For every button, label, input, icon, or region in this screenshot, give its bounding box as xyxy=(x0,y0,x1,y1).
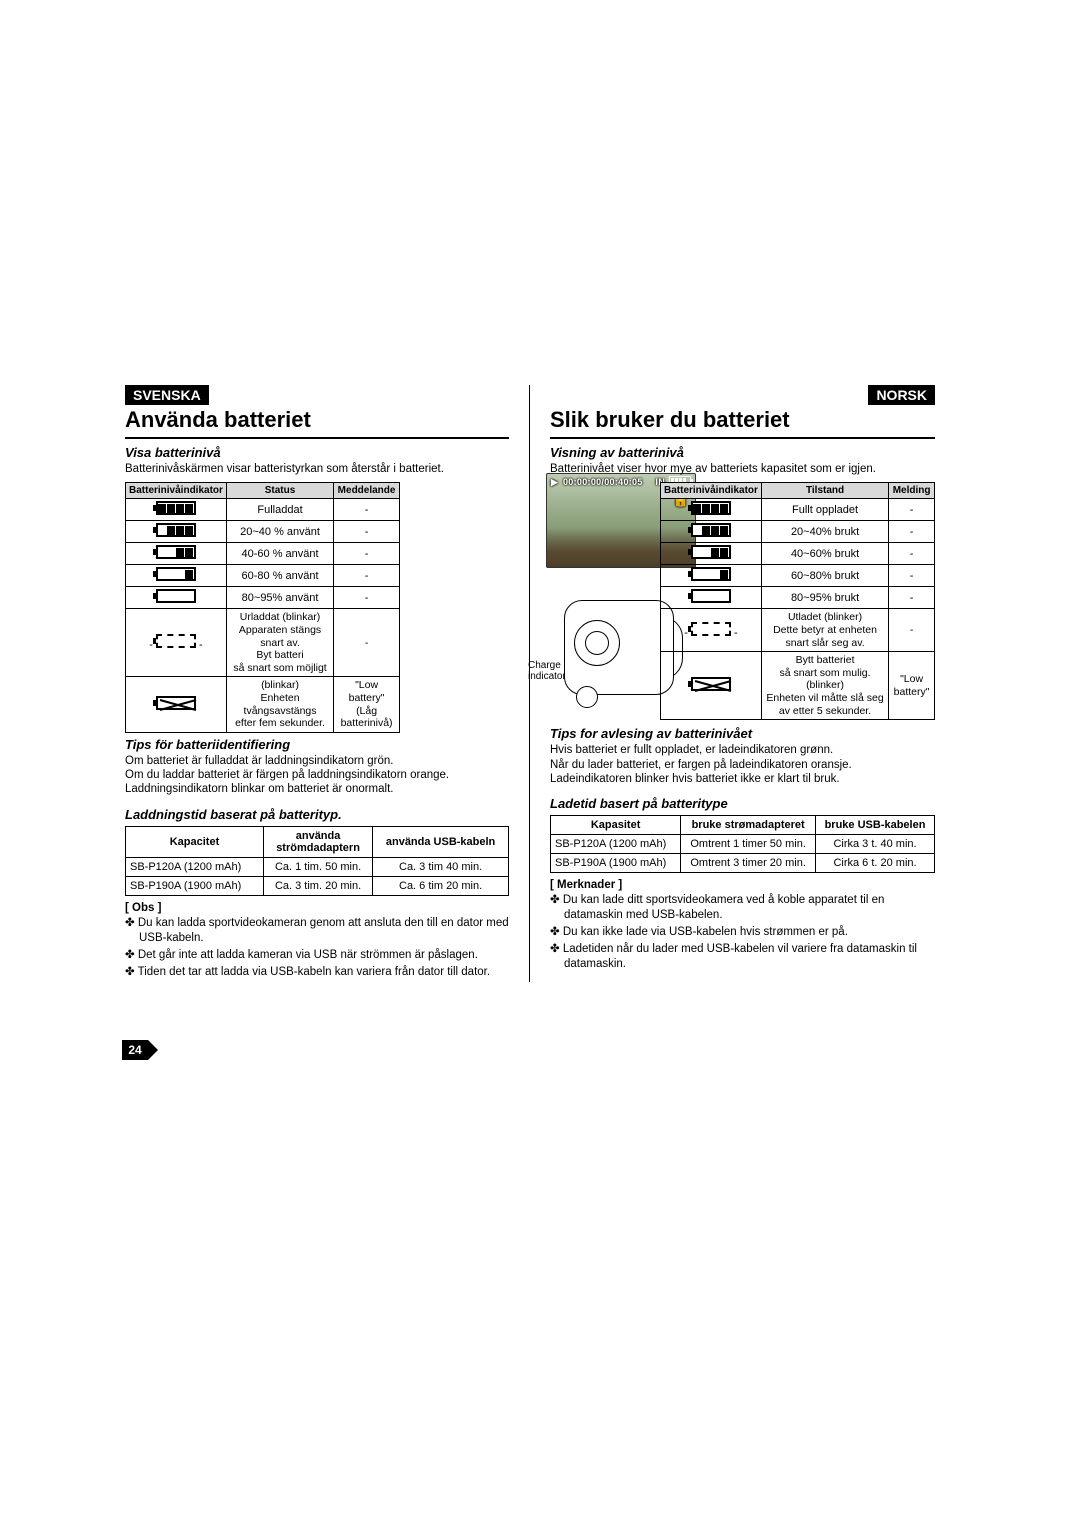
battery-icon xyxy=(126,565,227,587)
note-item: ✤ Tiden det tar att ladda via USB-kabeln… xyxy=(125,965,509,980)
battery-icon xyxy=(661,521,762,543)
th-indicator-r: Batterinivåindikator xyxy=(661,483,762,499)
status-cell: Fulladdat xyxy=(226,499,333,521)
note-item: ✤ Ladetiden når du lader med USB-kabelen… xyxy=(550,942,935,972)
msg-cell: "Low battery" (Låg batterinivå) xyxy=(334,677,400,732)
battery-icon xyxy=(661,652,762,720)
ct-cell: Ca. 1 tim. 50 min. xyxy=(263,857,372,876)
msg-cell: - xyxy=(889,587,935,609)
ct-cell: Omtrent 1 timer 50 min. xyxy=(681,835,816,854)
ct-h2-r: bruke strømadapteret xyxy=(681,816,816,835)
status-cell: Utladet (blinker) Dette betyr at enheten… xyxy=(761,609,888,652)
msg-cell: - xyxy=(889,543,935,565)
note-item: ✤ Du kan ikke lade via USB-kabelen hvis … xyxy=(550,925,935,940)
msg-cell: - xyxy=(889,609,935,652)
ct-h1-r: Kapasitet xyxy=(551,816,681,835)
battery-icon xyxy=(661,587,762,609)
page-number-badge: 24 xyxy=(122,1040,148,1060)
sec3-h-left: Laddningstid baserat på batterityp. xyxy=(125,807,509,822)
msg-cell: - xyxy=(889,565,935,587)
sec1-p-right: Batterinivået viser hvor mye av batterie… xyxy=(550,462,935,476)
ct-h3-r: bruke USB-kabelen xyxy=(816,816,935,835)
ct-cell: Cirka 3 t. 40 min. xyxy=(816,835,935,854)
battery-icon xyxy=(126,499,227,521)
left-column: SVENSKA Använda batteriet Visa batterini… xyxy=(125,385,530,982)
battery-table-right: Batterinivåindikator Tilstand Melding Fu… xyxy=(660,482,935,720)
notes-h-right: [ Merknader ] xyxy=(550,879,935,891)
title-right: Slik bruker du batteriet xyxy=(550,407,935,433)
battery-icon xyxy=(661,499,762,521)
msg-cell: - xyxy=(889,521,935,543)
charge-table-left: Kapacitet använda strömdadaptern använda… xyxy=(125,826,509,896)
battery-icon xyxy=(126,521,227,543)
ct-cell: Cirka 6 t. 20 min. xyxy=(816,854,935,873)
status-cell: 80~95% brukt xyxy=(761,587,888,609)
ct-cell: SB-P190A (1900 mAh) xyxy=(126,876,264,895)
battery-table-left: Batterinivåindikator Status Meddelande F… xyxy=(125,482,400,732)
note-item: ✤ Du kan lade ditt sportsvideokamera ved… xyxy=(550,893,935,923)
status-cell: 20~40 % använt xyxy=(226,521,333,543)
note-item: ✤ Det går inte att ladda kameran via USB… xyxy=(125,948,509,963)
status-cell: 60~80% brukt xyxy=(761,565,888,587)
status-cell: 20~40% brukt xyxy=(761,521,888,543)
status-cell: 40~60% brukt xyxy=(761,543,888,565)
ct-h3: använda USB-kabeln xyxy=(373,826,509,857)
th-msg-r: Melding xyxy=(889,483,935,499)
sec2-h-right: Tips for avlesing av batterinivået xyxy=(550,726,935,741)
msg-cell: - xyxy=(334,565,400,587)
ct-cell: Ca. 3 tim 40 min. xyxy=(373,857,509,876)
notes-right: ✤ Du kan lade ditt sportsvideokamera ved… xyxy=(550,893,935,972)
msg-cell: - xyxy=(334,521,400,543)
battery-icon xyxy=(661,565,762,587)
battery-icon xyxy=(126,677,227,732)
msg-cell: "Low battery" xyxy=(889,652,935,720)
status-cell: Urladdat (blinkar) Apparaten stängs snar… xyxy=(226,609,333,677)
note-item: ✤ Du kan ladda sportvideokameran genom a… xyxy=(125,916,509,946)
sec3-h-right: Ladetid basert på batteritype xyxy=(550,796,935,811)
sec2-p-left: Om batteriet är fulladdat är laddningsin… xyxy=(125,754,509,797)
charge-table-right: Kapasitet bruke strømadapteret bruke USB… xyxy=(550,815,935,873)
msg-cell: - xyxy=(334,543,400,565)
right-column: NORSK Slik bruker du batteriet Visning a… xyxy=(530,385,935,982)
notes-h-left: [ Obs ] xyxy=(125,902,509,914)
status-cell: Bytt batteriet så snart som mulig. (blin… xyxy=(761,652,888,720)
th-indicator: Batterinivåindikator xyxy=(126,483,227,499)
sec1-h-right: Visning av batterinivå xyxy=(550,445,935,460)
battery-icon xyxy=(126,543,227,565)
lang-badge-no: NORSK xyxy=(868,385,935,405)
msg-cell: - xyxy=(889,499,935,521)
status-cell: 60-80 % använt xyxy=(226,565,333,587)
sec1-h-left: Visa batterinivå xyxy=(125,445,509,460)
ct-cell: SB-P120A (1200 mAh) xyxy=(126,857,264,876)
battery-icon: - - xyxy=(126,609,227,677)
ct-h2: använda strömdadaptern xyxy=(263,826,372,857)
status-cell: Fullt oppladet xyxy=(761,499,888,521)
msg-cell: - xyxy=(334,499,400,521)
battery-icon xyxy=(661,543,762,565)
sec2-p-right: Hvis batteriet er fullt oppladet, er lad… xyxy=(550,743,935,786)
ct-cell: Ca. 6 tim 20 min. xyxy=(373,876,509,895)
battery-icon xyxy=(126,587,227,609)
ct-cell: SB-P190A (1900 mAh) xyxy=(551,854,681,873)
title-left: Använda batteriet xyxy=(125,407,509,433)
msg-cell: - xyxy=(334,609,400,677)
sec2-h-left: Tips för batteriidentifiering xyxy=(125,737,509,752)
ct-cell: SB-P120A (1200 mAh) xyxy=(551,835,681,854)
status-cell: (blinkar) Enheten tvångsavstängs efter f… xyxy=(226,677,333,732)
th-status: Status xyxy=(226,483,333,499)
th-msg: Meddelande xyxy=(334,483,400,499)
msg-cell: - xyxy=(334,587,400,609)
ct-cell: Omtrent 3 timer 20 min. xyxy=(681,854,816,873)
page-content: SVENSKA Använda batteriet Visa batterini… xyxy=(125,385,935,982)
sec1-p-left: Batterinivåskärmen visar batteristyrkan … xyxy=(125,462,509,476)
ct-h1: Kapacitet xyxy=(126,826,264,857)
notes-left: ✤ Du kan ladda sportvideokameran genom a… xyxy=(125,916,509,980)
ct-cell: Ca. 3 tim. 20 min. xyxy=(263,876,372,895)
status-cell: 40-60 % använt xyxy=(226,543,333,565)
battery-icon: - - xyxy=(661,609,762,652)
status-cell: 80~95% använt xyxy=(226,587,333,609)
lang-badge-sv: SVENSKA xyxy=(125,385,209,405)
th-status-r: Tilstand xyxy=(761,483,888,499)
